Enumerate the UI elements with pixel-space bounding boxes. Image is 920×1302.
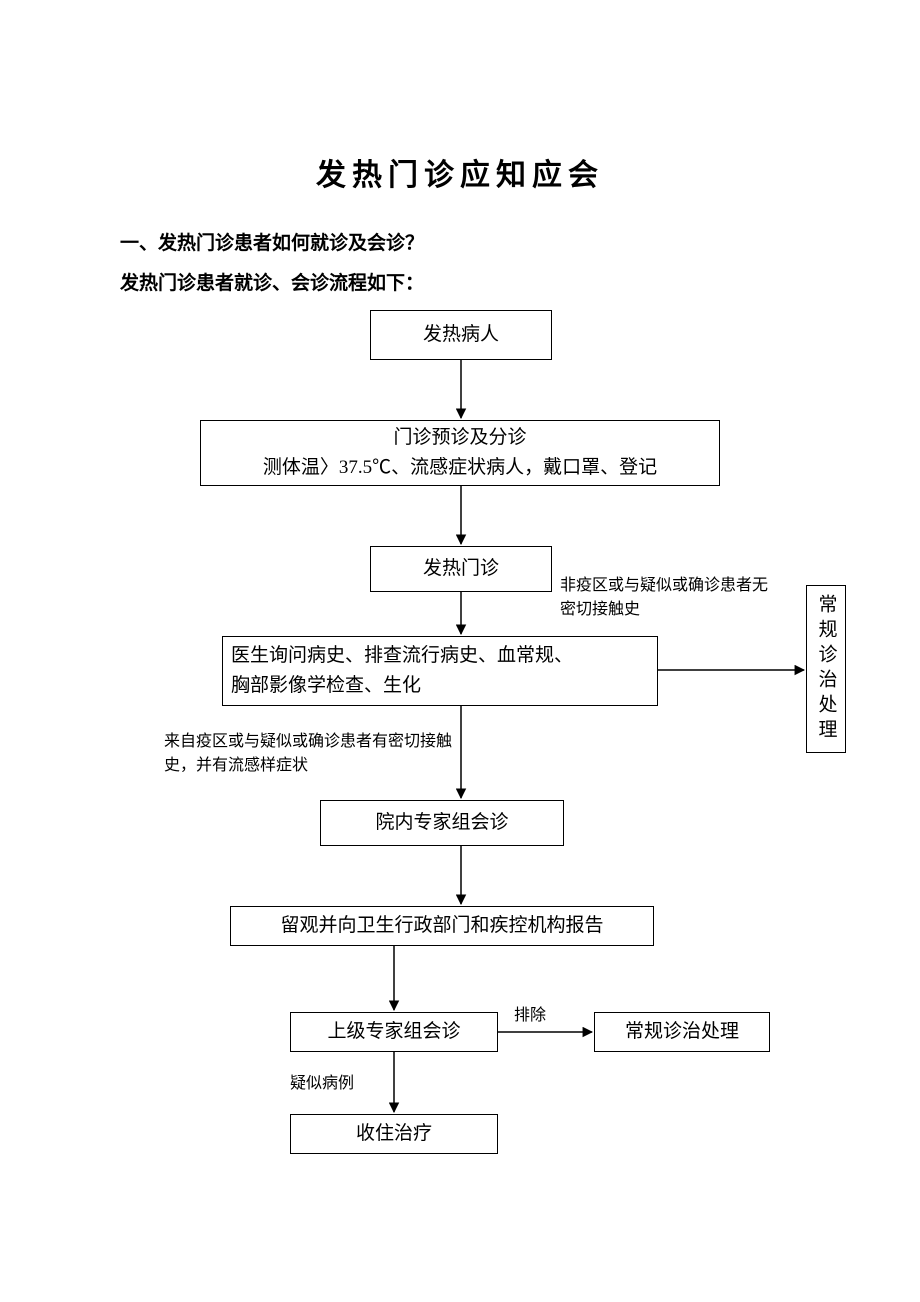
- node-routine-treatment-right: 常规诊治处理: [806, 585, 846, 753]
- node-admit-treat: 收住治疗: [290, 1114, 498, 1154]
- node-doctor-exam: 医生询问病史、排查流行病史、血常规、 胸部影像学检查、生化: [222, 636, 658, 706]
- node-senior-experts: 上级专家组会诊: [290, 1012, 498, 1052]
- page-title: 发热门诊应知应会: [0, 150, 920, 194]
- node-triage-line1: 门诊预诊及分诊: [263, 423, 657, 453]
- node-triage: 门诊预诊及分诊 测体温〉37.5℃、流感症状病人，戴口罩、登记: [200, 420, 720, 486]
- page: 发热门诊应知应会 一、发热门诊患者如何就诊及会诊？ 发热门诊患者就诊、会诊流程如…: [0, 0, 920, 1302]
- node-doctor-exam-line2: 胸部影像学检查、生化: [231, 671, 573, 701]
- label-from-epidemic-line2: 史，并有流感样症状: [164, 754, 452, 778]
- label-excluded: 排除: [514, 1004, 546, 1028]
- label-no-contact-line1: 非疫区或与疑似或确诊患者无: [560, 574, 768, 598]
- heading-1: 一、发热门诊患者如何就诊及会诊？: [120, 228, 424, 255]
- node-internal-experts: 院内专家组会诊: [320, 800, 564, 846]
- heading-2: 发热门诊患者就诊、会诊流程如下：: [120, 268, 424, 295]
- label-from-epidemic-line1: 来自疫区或与疑似或确诊患者有密切接触: [164, 730, 452, 754]
- node-triage-line2: 测体温〉37.5℃、流感症状病人，戴口罩、登记: [263, 453, 657, 483]
- node-doctor-exam-line1: 医生询问病史、排查流行病史、血常规、: [231, 641, 573, 671]
- label-no-contact-line2: 密切接触史: [560, 598, 768, 622]
- node-fever-patient: 发热病人: [370, 310, 552, 360]
- label-suspected: 疑似病例: [290, 1072, 354, 1096]
- label-from-epidemic: 来自疫区或与疑似或确诊患者有密切接触 史，并有流感样症状: [164, 730, 452, 778]
- node-routine-treatment-bottom: 常规诊治处理: [594, 1012, 770, 1052]
- label-no-contact: 非疫区或与疑似或确诊患者无 密切接触史: [560, 574, 768, 622]
- node-fever-clinic: 发热门诊: [370, 546, 552, 592]
- node-observe-report: 留观并向卫生行政部门和疾控机构报告: [230, 906, 654, 946]
